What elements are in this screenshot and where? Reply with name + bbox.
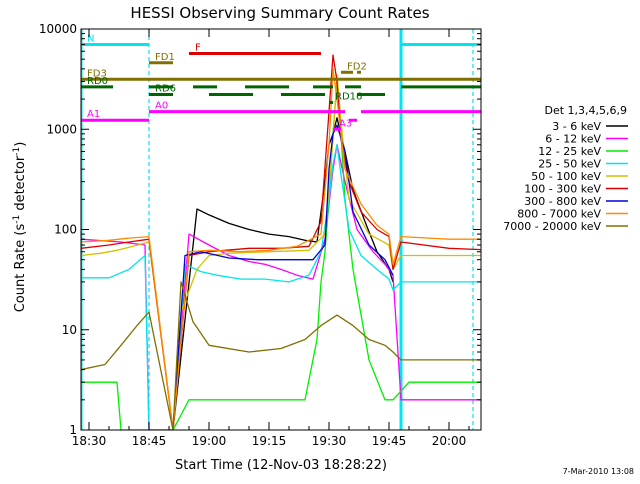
series-line-1 bbox=[81, 144, 481, 430]
legend-label-5: 100 - 300 keV bbox=[524, 183, 601, 196]
flag-label-fd3: FD3 bbox=[87, 68, 107, 79]
legend-label-2: 12 - 25 keV bbox=[538, 145, 601, 158]
plot-frame bbox=[80, 28, 482, 431]
flag-label-fd1: FD1 bbox=[155, 52, 175, 63]
flag-label-a1: A1 bbox=[87, 109, 100, 120]
x-tick-label-4: 19:30 bbox=[312, 434, 347, 448]
y-axis-label: Count Rate (s-1 detector-1) bbox=[12, 142, 28, 313]
legend-label-8: 7000 - 20000 keV bbox=[503, 220, 601, 233]
series-line-7 bbox=[81, 68, 481, 430]
y-tick-label-1: 10 bbox=[62, 323, 77, 337]
legend-label-3: 25 - 50 keV bbox=[538, 158, 601, 171]
y-axis-label-sup2: -1 bbox=[12, 147, 22, 156]
y-tick-label-2: 100 bbox=[54, 223, 77, 237]
x-tick-label-6: 20:00 bbox=[432, 434, 467, 448]
legend-label-7: 800 - 7000 keV bbox=[517, 208, 601, 221]
x-tick-label-5: 19:45 bbox=[372, 434, 407, 448]
series-line-3 bbox=[81, 144, 481, 430]
flag-label-n: N bbox=[87, 34, 94, 45]
series-line-6 bbox=[172, 124, 394, 430]
series-line-2 bbox=[81, 80, 481, 430]
flag-label-rd16: RD16 bbox=[335, 91, 362, 102]
legend-label-1: 6 - 12 keV bbox=[545, 133, 601, 146]
flag-label-fd2: FD2 bbox=[347, 61, 367, 72]
flag-label-f: F bbox=[195, 42, 201, 53]
x-tick-label-2: 19:00 bbox=[192, 434, 227, 448]
x-tick-label-1: 18:45 bbox=[132, 434, 167, 448]
y-axis-label-sup1: -1 bbox=[12, 215, 22, 224]
y-axis-label-end: ) bbox=[13, 142, 28, 147]
plot-content bbox=[81, 29, 481, 430]
flag-label-a0: A0 bbox=[155, 101, 168, 112]
y-tick-label-3: 1000 bbox=[46, 122, 77, 136]
y-axis-label-main: Count Rate (s bbox=[13, 224, 28, 313]
x-tick-label-3: 19:15 bbox=[252, 434, 287, 448]
flag-label-a3: A3 bbox=[339, 118, 352, 129]
axis-ticks: 18:30 18:45 19:00 19:15 19:30 19:45 20:00 1 10 10… bbox=[39, 22, 481, 448]
footer-timestamp: 7-Mar-2010 13:08 bbox=[563, 467, 634, 476]
y-tick-label-0: 1 bbox=[69, 423, 77, 437]
x-axis-label: Start Time (12-Nov-03 18:28:22) bbox=[175, 458, 387, 473]
series-line-4 bbox=[81, 74, 481, 430]
series-line-8 bbox=[81, 281, 481, 430]
chart-title: HESSI Observing Summary Count Rates bbox=[130, 4, 429, 22]
flag-label-rd0: RD0 bbox=[87, 76, 108, 87]
y-axis-label-mid: detector bbox=[13, 155, 28, 215]
series-line-0 bbox=[172, 117, 394, 430]
legend-label-0: 3 - 6 keV bbox=[552, 120, 601, 133]
x-tick-label-0: 18:30 bbox=[72, 434, 107, 448]
legend-title: Det 1,3,4,5,6,9 bbox=[544, 104, 627, 117]
legend-label-6: 300 - 800 keV bbox=[524, 195, 601, 208]
flag-label-rd6: RD6 bbox=[155, 84, 176, 95]
legend-label-4: 50 - 100 keV bbox=[531, 170, 601, 183]
y-tick-label-4: 10000 bbox=[39, 22, 77, 36]
